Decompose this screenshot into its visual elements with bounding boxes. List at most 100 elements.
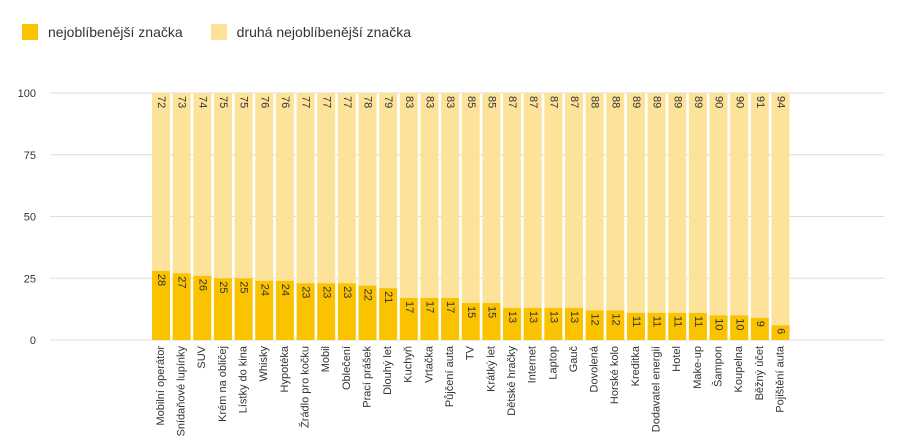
bar-secondary	[379, 93, 398, 289]
y-tick-label: 0	[30, 335, 36, 347]
data-label-secondary: 76	[279, 96, 291, 108]
data-label-secondary: 90	[713, 96, 725, 108]
data-label-primary: 11	[630, 316, 642, 327]
data-label-primary: 6	[775, 328, 787, 334]
data-label-primary: 11	[671, 316, 683, 327]
bar-secondary	[275, 93, 294, 281]
data-label-primary: 23	[300, 286, 312, 298]
data-label-secondary: 94	[775, 96, 787, 108]
data-label-primary: 12	[589, 313, 601, 325]
bar-primary	[626, 312, 645, 340]
bar-secondary	[234, 93, 253, 279]
data-label-primary: 26	[196, 279, 208, 291]
data-label-secondary: 87	[568, 96, 580, 108]
bar-secondary	[771, 93, 790, 326]
data-label-secondary: 89	[671, 96, 683, 108]
data-label-secondary: 77	[320, 96, 332, 108]
data-label-secondary: 90	[733, 96, 745, 108]
data-label-primary: 13	[547, 311, 559, 323]
x-tick-label: Mobilní operátor	[155, 346, 167, 426]
legend-label-primary: nejoblíbenější značka	[48, 24, 183, 40]
bar-primary	[234, 278, 253, 340]
bar-secondary	[172, 93, 191, 274]
legend-item-secondary[interactable]: druhá nejoblíbenější značka	[210, 24, 411, 40]
x-tick-label: Laptop	[547, 346, 559, 380]
x-tick-label: Vrtačka	[423, 345, 435, 383]
bar-secondary	[152, 93, 170, 271]
data-label-secondary: 73	[176, 96, 188, 108]
bar-secondary	[296, 93, 315, 284]
bar-primary	[688, 312, 707, 340]
data-label-secondary: 75	[238, 96, 250, 108]
x-tick-label: Dětské hračky	[506, 346, 518, 416]
bar-primary	[358, 285, 377, 340]
bar-secondary	[503, 93, 522, 308]
x-tick-label: Dlouhý let	[382, 346, 394, 395]
bar-secondary	[668, 93, 687, 313]
bar-secondary	[585, 93, 604, 311]
bar-primary	[523, 307, 542, 340]
bar-primary	[709, 315, 728, 340]
bar-secondary	[213, 93, 232, 279]
y-tick-label: 75	[24, 150, 36, 162]
x-tick-label: Snídaňové lupínky	[176, 346, 188, 437]
bar-primary	[750, 317, 769, 340]
x-tick-label: Hotel	[671, 346, 683, 372]
data-label-primary: 10	[713, 318, 725, 330]
data-label-secondary: 91	[754, 96, 766, 108]
x-tick-label: Žrádlo pro kočku	[298, 346, 311, 428]
x-tick-label: Dodavatel energií	[651, 346, 663, 432]
data-label-secondary: 87	[506, 96, 518, 108]
bar-secondary	[544, 93, 563, 308]
bar-secondary	[337, 93, 356, 284]
data-label-secondary: 75	[217, 96, 229, 108]
data-label-secondary: 83	[444, 96, 456, 108]
x-tick-label: TV	[465, 345, 477, 360]
data-label-primary: 11	[692, 316, 704, 327]
data-label-primary: 17	[424, 301, 436, 313]
bar-primary	[337, 283, 356, 340]
x-tick-label: Make-up	[692, 346, 704, 389]
x-tick-label: Kreditka	[630, 345, 642, 386]
bar-secondary	[420, 93, 439, 299]
data-label-secondary: 85	[485, 96, 497, 108]
data-label-primary: 21	[382, 291, 394, 303]
x-tick-label: Hypotéka	[279, 345, 291, 392]
data-label-secondary: 87	[547, 96, 559, 108]
bar-secondary	[750, 93, 769, 318]
x-tick-label: Běžný účet	[754, 346, 766, 400]
bar-primary	[668, 312, 687, 340]
bar-primary	[275, 280, 294, 340]
bar-primary	[172, 273, 191, 340]
x-tick-label: Gauč	[568, 346, 580, 373]
x-tick-label: Whisky	[258, 346, 270, 382]
bar-secondary	[461, 93, 480, 303]
data-label-primary: 25	[217, 281, 229, 293]
legend-item-primary[interactable]: nejoblíbenější značka	[22, 24, 183, 40]
data-label-secondary: 85	[465, 96, 477, 108]
legend-swatch-secondary	[210, 24, 227, 40]
x-tick-label: Lístky do kina	[238, 345, 250, 413]
data-label-primary: 10	[733, 318, 745, 330]
legend: nejoblíbenější značka druhá nejoblíbeněj…	[22, 22, 439, 42]
data-label-secondary: 77	[300, 96, 312, 108]
bar-primary	[730, 315, 749, 340]
bar-primary	[152, 270, 170, 340]
data-label-primary: 17	[403, 301, 415, 313]
bar-secondary	[565, 93, 583, 308]
data-label-primary: 28	[155, 274, 167, 286]
bar-primary	[544, 307, 563, 340]
x-tick-label: Pojištění auta	[774, 345, 786, 413]
x-tick-label: Dovolená	[589, 345, 601, 392]
y-tick-label: 25	[24, 273, 36, 285]
data-label-primary: 27	[176, 276, 188, 288]
x-tick-label: Koupelna	[733, 345, 745, 392]
bar-primary	[482, 302, 501, 340]
data-label-primary: 15	[485, 306, 497, 318]
x-tick-label: Prací prášek	[361, 346, 373, 408]
y-tick-label: 50	[24, 212, 36, 224]
bar-primary	[565, 307, 583, 340]
bar-secondary	[730, 93, 749, 316]
data-label-secondary: 79	[382, 96, 394, 108]
data-label-secondary: 88	[609, 96, 621, 108]
